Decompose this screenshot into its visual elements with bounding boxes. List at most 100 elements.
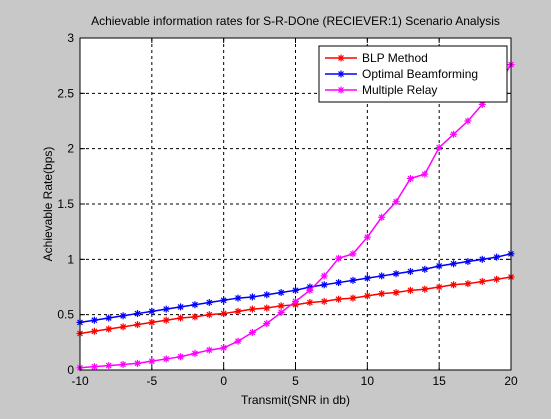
data-point-multiple-relay (320, 272, 328, 280)
data-point-multiple-relay (392, 198, 400, 206)
data-point-optimal-beamforming (205, 298, 213, 306)
data-point-optimal-beamforming (435, 262, 443, 270)
data-point-blp-method (435, 283, 443, 291)
data-point-blp-method (493, 275, 501, 283)
y-tick-label: 3 (67, 31, 74, 45)
data-point-optimal-beamforming (148, 307, 156, 315)
data-point-multiple-relay (378, 213, 386, 221)
data-point-optimal-beamforming (234, 294, 242, 302)
data-point-blp-method (277, 302, 285, 310)
legend-marker (337, 70, 345, 78)
x-tick-label: 0 (220, 374, 227, 388)
data-point-blp-method (363, 292, 371, 300)
data-point-optimal-beamforming (177, 303, 185, 311)
data-point-blp-method (335, 295, 343, 303)
data-point-blp-method (406, 286, 414, 294)
series-optimal-beamforming (76, 250, 515, 326)
data-point-multiple-relay (133, 359, 141, 367)
data-point-multiple-relay (435, 144, 443, 152)
data-point-optimal-beamforming (162, 305, 170, 313)
legend-marker (337, 54, 345, 62)
data-point-blp-method (105, 325, 113, 333)
data-point-multiple-relay (177, 353, 185, 361)
y-tick-label: 2 (67, 142, 74, 156)
data-point-multiple-relay (478, 100, 486, 108)
x-tick-label: -10 (71, 374, 89, 388)
data-point-optimal-beamforming (248, 293, 256, 301)
y-tick-label: 0 (67, 363, 74, 377)
data-point-multiple-relay (406, 175, 414, 183)
data-point-blp-method (450, 281, 458, 289)
x-tick-label: 5 (292, 374, 299, 388)
data-point-blp-method (464, 280, 472, 288)
series-group (76, 61, 515, 372)
data-point-optimal-beamforming (119, 312, 127, 320)
x-tick-label: 20 (504, 374, 518, 388)
data-point-optimal-beamforming (263, 291, 271, 299)
y-tick-label: 1 (67, 252, 74, 266)
x-axis-label: Transmit(SNR in db) (241, 393, 350, 407)
data-point-multiple-relay (162, 355, 170, 363)
data-point-blp-method (421, 285, 429, 293)
data-point-blp-method (177, 314, 185, 322)
y-tick-label: 0.5 (57, 308, 74, 322)
series-blp-method (76, 273, 515, 337)
data-point-multiple-relay (421, 170, 429, 178)
data-point-multiple-relay (464, 117, 472, 125)
data-point-optimal-beamforming (133, 310, 141, 318)
data-point-blp-method (320, 297, 328, 305)
data-point-optimal-beamforming (335, 279, 343, 287)
data-point-multiple-relay (148, 357, 156, 365)
data-point-multiple-relay (306, 286, 314, 294)
legend-label: Optimal Beamforming (362, 67, 478, 81)
data-point-multiple-relay (191, 349, 199, 357)
data-point-optimal-beamforming (450, 260, 458, 268)
data-point-multiple-relay (363, 233, 371, 241)
data-point-optimal-beamforming (320, 281, 328, 289)
data-point-optimal-beamforming (363, 274, 371, 282)
data-point-multiple-relay (292, 297, 299, 305)
series-multiple-relay (76, 61, 515, 372)
x-tick-label: 15 (432, 374, 446, 388)
data-point-optimal-beamforming (378, 272, 386, 280)
data-point-blp-method (205, 311, 213, 319)
x-tick-label: 10 (361, 374, 375, 388)
legend-marker (337, 86, 345, 94)
chart-title: Achievable information rates for S-R-DOn… (91, 14, 500, 28)
data-point-blp-method (220, 310, 228, 318)
data-point-multiple-relay (277, 308, 285, 316)
data-point-multiple-relay (450, 130, 458, 138)
data-point-multiple-relay (234, 337, 242, 345)
data-point-blp-method (90, 327, 98, 335)
ticks: -10 -5 0 5 10 15 20 0 0.5 1 1.5 2 2.5 3 (57, 31, 518, 388)
data-point-multiple-relay (205, 346, 213, 354)
data-point-optimal-beamforming (105, 314, 113, 322)
data-point-blp-method (133, 321, 141, 329)
data-point-blp-method (263, 304, 271, 312)
data-point-blp-method (349, 294, 357, 302)
data-point-multiple-relay (90, 363, 98, 371)
data-point-blp-method (119, 323, 127, 331)
data-point-optimal-beamforming (478, 255, 486, 263)
data-point-multiple-relay (220, 344, 228, 352)
data-point-multiple-relay (248, 328, 256, 336)
legend-label: BLP Method (362, 51, 428, 65)
data-point-blp-method (478, 277, 486, 285)
legend-entry-optimal-beamforming: Optimal Beamforming (325, 67, 478, 81)
data-point-blp-method (191, 313, 199, 321)
y-tick-label: 1.5 (57, 197, 74, 211)
legend-entry-blp-method: BLP Method (325, 51, 428, 65)
data-point-multiple-relay (263, 320, 271, 328)
data-point-optimal-beamforming (220, 296, 228, 304)
data-point-optimal-beamforming (349, 276, 357, 284)
data-point-multiple-relay (349, 250, 357, 258)
data-point-multiple-relay (105, 362, 113, 370)
legend-label: Multiple Relay (362, 83, 437, 97)
data-point-optimal-beamforming (392, 270, 400, 278)
data-point-optimal-beamforming (464, 258, 472, 266)
data-point-optimal-beamforming (406, 268, 414, 276)
legend: BLP Method Optimal Beamforming Multiple Re… (318, 45, 508, 103)
data-point-optimal-beamforming (493, 253, 501, 261)
data-point-blp-method (392, 289, 400, 297)
